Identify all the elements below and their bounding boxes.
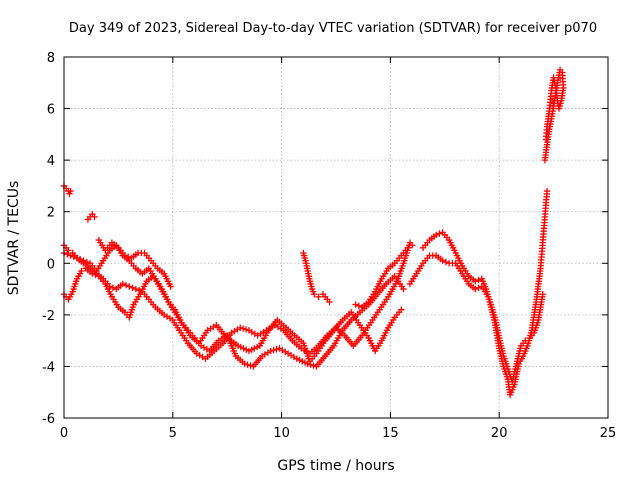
data-point (70, 253, 77, 261)
data-point (65, 247, 72, 254)
data-point (241, 360, 248, 368)
data-point (310, 362, 317, 369)
y-tick-label: -6 (42, 412, 55, 427)
data-point (475, 284, 482, 291)
data-point (106, 283, 113, 290)
data-point (352, 301, 359, 308)
data-point (167, 283, 174, 290)
data-point (475, 276, 482, 284)
data-point (242, 326, 250, 333)
series-track-c (60, 242, 407, 370)
y-tick-label: -4 (42, 360, 55, 375)
series-track-d (60, 182, 74, 197)
data-point (67, 187, 74, 195)
series-track-h (352, 242, 416, 311)
axis-ticks (63, 56, 609, 419)
data-point (124, 253, 132, 261)
data-point (311, 291, 318, 298)
tick-labels: 0 5 10 15 20 25 -6 -4 -2 0 2 4 6 8 (42, 51, 616, 441)
y-axis-label: SDTVAR / TECUs (6, 181, 22, 296)
data-point (132, 285, 140, 293)
data-point (326, 298, 333, 306)
x-tick-label: 25 (600, 426, 617, 441)
data-point (237, 324, 244, 331)
y-tick-label: -2 (42, 309, 55, 324)
data-point (442, 258, 450, 266)
data-point (404, 244, 412, 252)
data-point (247, 362, 254, 369)
x-tick-label: 15 (382, 426, 399, 441)
series-track-j (419, 187, 551, 398)
data-point (400, 285, 407, 293)
data-point (439, 257, 446, 264)
data-point (267, 347, 274, 355)
y-tick-label: 0 (47, 257, 55, 272)
data-point (273, 346, 280, 353)
y-tick-label: 6 (47, 103, 55, 118)
data-point (109, 284, 117, 291)
data-point (539, 291, 546, 298)
data-point (80, 257, 87, 264)
data-points (60, 66, 567, 398)
x-tick-label: 5 (169, 426, 177, 441)
series-track-g (300, 249, 333, 306)
data-point (126, 283, 133, 290)
data-point (355, 302, 363, 310)
data-point (432, 231, 440, 239)
data-point (64, 251, 71, 258)
data-point (73, 254, 81, 262)
data-point (239, 325, 247, 332)
grid (64, 57, 608, 418)
data-point (121, 252, 129, 259)
data-point (135, 287, 143, 294)
y-tick-label: 4 (47, 154, 55, 169)
y-tick-label: 8 (47, 51, 55, 66)
data-point (78, 267, 85, 275)
data-point (91, 213, 98, 221)
data-point (472, 285, 479, 293)
plot-frame (63, 56, 609, 419)
data-point (129, 284, 136, 291)
data-point (398, 306, 405, 313)
data-point (67, 252, 74, 259)
data-point (307, 361, 314, 368)
data-point (408, 242, 416, 249)
y-tick-label: 2 (47, 206, 55, 221)
series-track-i (406, 252, 546, 386)
data-point (77, 256, 84, 263)
series-track-f (95, 236, 174, 290)
data-point (304, 360, 311, 368)
chart-title: Day 349 of 2023, Sidereal Day-to-day VTE… (69, 21, 597, 36)
series-track-e (84, 211, 98, 223)
data-point (119, 280, 126, 288)
x-axis-label: GPS time / hours (277, 458, 394, 474)
data-point (122, 282, 130, 289)
data-point (270, 346, 277, 354)
x-tick-label: 10 (273, 426, 290, 441)
data-point (542, 136, 550, 143)
data-point (543, 187, 551, 195)
data-point (315, 293, 322, 301)
x-tick-label: 20 (491, 426, 508, 441)
data-point (244, 361, 251, 368)
data-point (436, 230, 443, 237)
data-point (83, 258, 91, 266)
data-point (472, 278, 479, 285)
series-track-k (541, 66, 567, 164)
x-tick-label: 0 (60, 426, 68, 441)
